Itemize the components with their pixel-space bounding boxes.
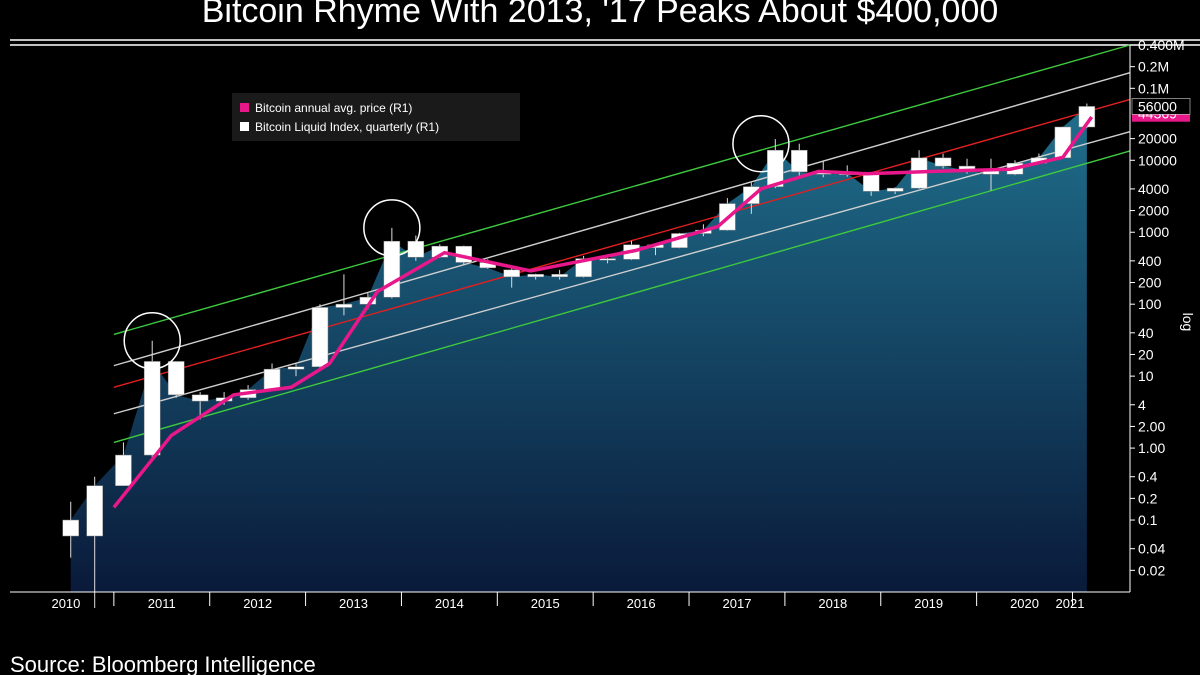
legend-label-quarterly: Bitcoin Liquid Index, quarterly (R1) — [255, 120, 439, 134]
trend-line-3 — [113, 130, 1131, 415]
candle-body-41 — [1054, 126, 1072, 159]
candle-body-33 — [862, 173, 880, 192]
x-tick-label-4: 2014 — [435, 596, 464, 611]
y-tick-label-8: 400 — [1138, 253, 1162, 269]
y-tick-label-5: 4000 — [1138, 181, 1169, 197]
series-line-0 — [112, 115, 1094, 509]
y-tick-label-7: 1000 — [1138, 224, 1169, 240]
candle-body-30 — [791, 149, 808, 173]
peak-circle-2 — [732, 114, 790, 173]
candle-body-0 — [62, 519, 79, 537]
y-tick-label-12: 20 — [1138, 346, 1154, 362]
y-axis-label: log — [1180, 313, 1196, 332]
chart-title: Bitcoin Rhyme With 2013, '17 Peaks About… — [202, 0, 999, 30]
legend: Bitcoin annual avg. price (R1) Bitcoin L… — [232, 93, 520, 141]
x-tick-label-7: 2017 — [723, 596, 752, 611]
annual-average-series — [112, 115, 1094, 509]
candle-body-3 — [143, 361, 161, 456]
y-tick-label-10: 100 — [1138, 296, 1162, 312]
source-note: Source: Bloomberg Intelligence — [10, 652, 316, 675]
candle-body-10 — [311, 307, 329, 368]
trend-line-4 — [113, 150, 1131, 444]
candle-body-1 — [86, 485, 103, 537]
y-tick-label-16: 1.00 — [1138, 440, 1165, 456]
x-tick-label-2: 2012 — [243, 596, 272, 611]
y-tick-label-17: 0.4 — [1138, 469, 1158, 485]
legend-swatch-quarterly — [240, 122, 249, 131]
candle-body-34 — [886, 187, 904, 192]
y-tick-label-4: 10000 — [1138, 152, 1177, 168]
x-tick-label-10: 2020 — [1010, 596, 1039, 611]
y-tick-label-14: 4 — [1138, 397, 1146, 413]
peak-circle-1 — [363, 199, 421, 257]
candle-body-9 — [287, 366, 305, 370]
legend-box — [232, 93, 520, 141]
candle-body-22 — [599, 258, 616, 261]
x-tick-label-0: 2010 — [51, 596, 80, 611]
candle-body-19 — [527, 274, 544, 278]
last-value-label-1: 56000 — [1138, 98, 1177, 114]
y-tick-label-1: 0.2M — [1138, 59, 1169, 75]
candle-body-42 — [1078, 106, 1096, 128]
y-tick-label-6: 2000 — [1138, 203, 1169, 219]
y-tick-label-9: 200 — [1138, 275, 1162, 291]
candle-body-11 — [335, 303, 353, 308]
area-fill-path — [70, 106, 1087, 592]
last-value-labels: 4436956000 — [1131, 98, 1191, 122]
y-axis-ticks: 0.400M 0.2M 0.1M 20000 10000 4000 2000 1000 400 2… — [1130, 37, 1185, 578]
peak-circle-0 — [123, 312, 181, 370]
candle-body-36 — [934, 157, 952, 167]
y-tick-label-11: 40 — [1138, 325, 1154, 341]
y-tick-label-0: 0.400M — [1138, 37, 1185, 53]
x-tick-label-6: 2016 — [627, 596, 656, 611]
x-tick-label-3: 2013 — [339, 596, 368, 611]
candle-body-2 — [115, 454, 132, 486]
x-axis-ticks: 2010 2011 2012 2013 2014 2015 2016 2017 2018 2019… — [51, 592, 1084, 611]
candle-body-4 — [167, 361, 185, 396]
price-area-fill — [70, 106, 1087, 592]
trend-line-1 — [113, 71, 1131, 367]
y-tick-label-3: 20000 — [1138, 131, 1177, 147]
y-tick-label-19: 0.1 — [1138, 512, 1158, 528]
candle-body-8 — [263, 368, 281, 390]
legend-label-annual: Bitcoin annual avg. price (R1) — [255, 101, 412, 115]
peak-circles — [123, 114, 790, 370]
x-tick-label-8: 2018 — [818, 596, 847, 611]
candle-body-13 — [383, 240, 401, 298]
x-tick-label-1: 2011 — [148, 596, 176, 611]
y-tick-label-2: 0.1M — [1138, 80, 1169, 96]
x-tick-label-9: 2019 — [914, 596, 943, 611]
candle-body-18 — [503, 269, 520, 278]
trend-lines — [113, 44, 1131, 444]
y-tick-label-21: 0.02 — [1138, 562, 1165, 578]
last-value-box-1 — [1131, 98, 1191, 115]
y-tick-label-18: 0.2 — [1138, 490, 1158, 506]
x-tick-label-5: 2015 — [531, 596, 560, 611]
y-tick-label-15: 2.00 — [1138, 418, 1165, 434]
legend-swatch-annual — [240, 103, 249, 112]
trend-line-0 — [113, 44, 1131, 336]
x-tick-label-11: 2021 — [1056, 596, 1085, 611]
y-tick-label-20: 0.04 — [1138, 541, 1165, 557]
candle-body-5 — [191, 394, 209, 402]
candle-body-20 — [551, 274, 568, 278]
y-tick-label-13: 10 — [1138, 368, 1154, 384]
trend-line-2 — [113, 98, 1131, 388]
